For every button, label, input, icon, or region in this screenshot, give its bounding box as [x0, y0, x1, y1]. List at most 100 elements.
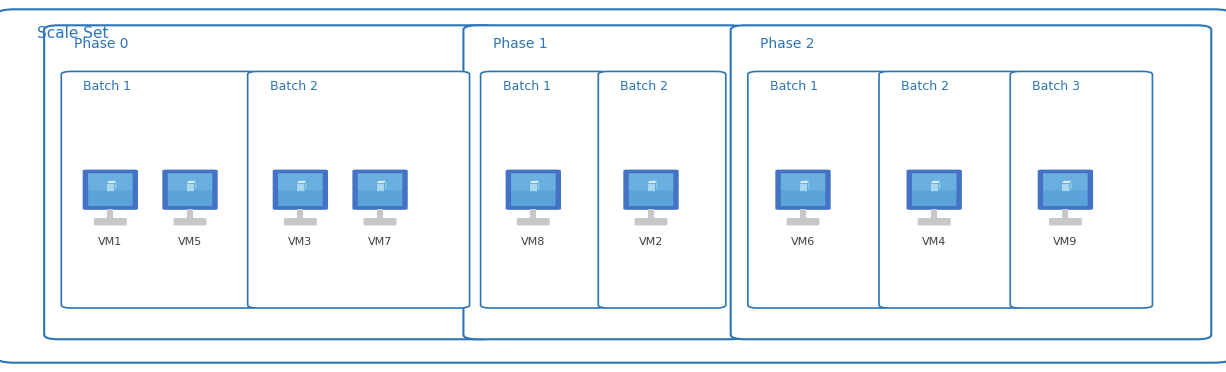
FancyBboxPatch shape	[629, 173, 673, 206]
FancyBboxPatch shape	[162, 170, 218, 210]
FancyBboxPatch shape	[358, 173, 402, 190]
Text: Phase 0: Phase 0	[74, 37, 128, 51]
FancyBboxPatch shape	[649, 209, 653, 219]
Polygon shape	[185, 180, 197, 183]
Polygon shape	[929, 183, 939, 192]
Text: Scale Set: Scale Set	[37, 26, 108, 41]
FancyBboxPatch shape	[912, 173, 956, 206]
Polygon shape	[195, 180, 197, 192]
Polygon shape	[295, 183, 305, 192]
Polygon shape	[646, 183, 656, 192]
Polygon shape	[385, 180, 387, 192]
Text: VM5: VM5	[178, 237, 202, 247]
FancyBboxPatch shape	[278, 173, 322, 206]
Polygon shape	[798, 183, 808, 192]
FancyBboxPatch shape	[168, 173, 212, 190]
Polygon shape	[656, 180, 658, 192]
FancyBboxPatch shape	[278, 173, 322, 190]
FancyBboxPatch shape	[108, 209, 113, 219]
FancyBboxPatch shape	[511, 173, 555, 206]
Text: VM9: VM9	[1053, 237, 1078, 247]
FancyBboxPatch shape	[623, 170, 679, 210]
FancyBboxPatch shape	[284, 218, 316, 225]
FancyBboxPatch shape	[88, 173, 132, 190]
FancyBboxPatch shape	[598, 71, 726, 308]
FancyBboxPatch shape	[44, 25, 497, 339]
FancyBboxPatch shape	[1063, 209, 1068, 219]
FancyBboxPatch shape	[352, 170, 408, 210]
FancyBboxPatch shape	[61, 71, 259, 308]
Text: Batch 2: Batch 2	[620, 80, 668, 93]
FancyBboxPatch shape	[463, 25, 744, 339]
FancyBboxPatch shape	[1049, 218, 1081, 225]
Polygon shape	[115, 180, 118, 192]
FancyBboxPatch shape	[801, 209, 805, 219]
Polygon shape	[375, 180, 387, 183]
Text: Batch 1: Batch 1	[83, 80, 131, 93]
Text: Phase 2: Phase 2	[760, 37, 814, 51]
Text: VM1: VM1	[98, 237, 123, 247]
FancyBboxPatch shape	[298, 209, 303, 219]
Polygon shape	[105, 183, 115, 192]
FancyBboxPatch shape	[0, 9, 1226, 363]
FancyBboxPatch shape	[912, 173, 956, 190]
FancyBboxPatch shape	[174, 218, 206, 225]
FancyBboxPatch shape	[82, 170, 139, 210]
FancyBboxPatch shape	[481, 71, 608, 308]
Polygon shape	[929, 180, 942, 183]
Text: VM7: VM7	[368, 237, 392, 247]
FancyBboxPatch shape	[918, 218, 950, 225]
Polygon shape	[646, 180, 658, 183]
FancyBboxPatch shape	[272, 170, 329, 210]
FancyBboxPatch shape	[1043, 173, 1087, 206]
Text: VM6: VM6	[791, 237, 815, 247]
Polygon shape	[538, 180, 541, 192]
Text: VM8: VM8	[521, 237, 546, 247]
Text: Batch 1: Batch 1	[770, 80, 818, 93]
FancyBboxPatch shape	[505, 170, 562, 210]
FancyBboxPatch shape	[531, 209, 536, 219]
Polygon shape	[185, 183, 195, 192]
Text: VM4: VM4	[922, 237, 946, 247]
Text: VM3: VM3	[288, 237, 313, 247]
FancyBboxPatch shape	[517, 218, 549, 225]
Polygon shape	[305, 180, 308, 192]
FancyBboxPatch shape	[731, 25, 1211, 339]
FancyBboxPatch shape	[1043, 173, 1087, 190]
Polygon shape	[798, 180, 810, 183]
FancyBboxPatch shape	[879, 71, 1021, 308]
Polygon shape	[528, 183, 538, 192]
FancyBboxPatch shape	[88, 173, 132, 206]
FancyBboxPatch shape	[358, 173, 402, 206]
Polygon shape	[1070, 180, 1073, 192]
FancyBboxPatch shape	[787, 218, 819, 225]
Polygon shape	[295, 180, 308, 183]
FancyBboxPatch shape	[629, 173, 673, 190]
FancyBboxPatch shape	[1010, 71, 1152, 308]
FancyBboxPatch shape	[781, 173, 825, 190]
Polygon shape	[105, 180, 118, 183]
Text: VM2: VM2	[639, 237, 663, 247]
FancyBboxPatch shape	[932, 209, 937, 219]
Text: Batch 2: Batch 2	[270, 80, 318, 93]
FancyBboxPatch shape	[248, 71, 470, 308]
FancyBboxPatch shape	[94, 218, 126, 225]
Text: Phase 1: Phase 1	[493, 37, 548, 51]
Polygon shape	[1060, 183, 1070, 192]
Polygon shape	[808, 180, 810, 192]
FancyBboxPatch shape	[378, 209, 383, 219]
FancyBboxPatch shape	[511, 173, 555, 190]
Polygon shape	[528, 180, 541, 183]
FancyBboxPatch shape	[781, 173, 825, 206]
FancyBboxPatch shape	[168, 173, 212, 206]
FancyBboxPatch shape	[1037, 170, 1094, 210]
FancyBboxPatch shape	[364, 218, 396, 225]
Polygon shape	[939, 180, 942, 192]
Text: Batch 1: Batch 1	[503, 80, 550, 93]
FancyBboxPatch shape	[906, 170, 962, 210]
Text: Batch 2: Batch 2	[901, 80, 949, 93]
Polygon shape	[1060, 180, 1073, 183]
FancyBboxPatch shape	[188, 209, 192, 219]
Polygon shape	[375, 183, 385, 192]
Text: Batch 3: Batch 3	[1032, 80, 1080, 93]
